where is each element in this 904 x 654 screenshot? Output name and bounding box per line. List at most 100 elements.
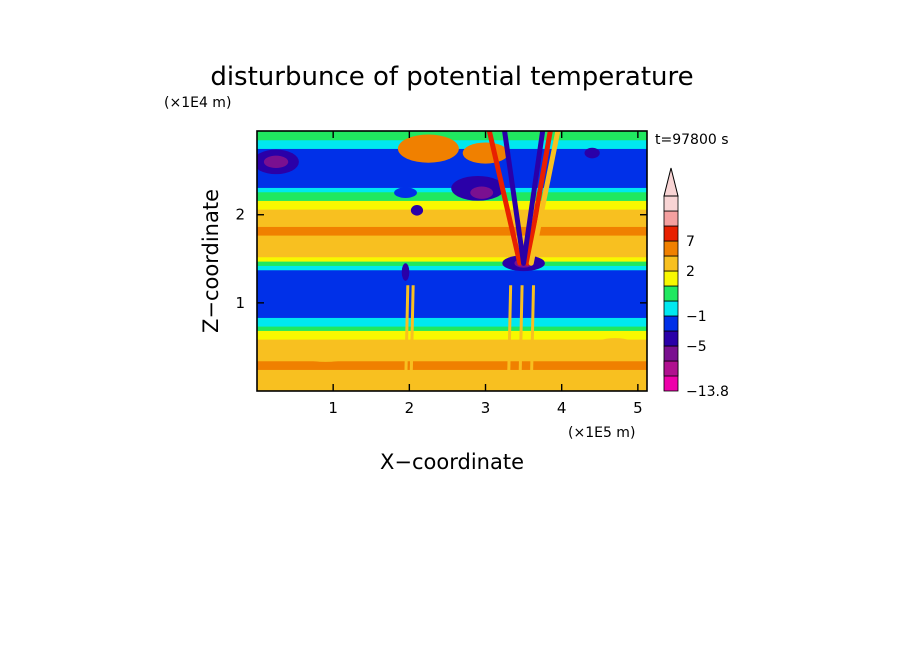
field-band	[257, 252, 647, 258]
field-band	[257, 170, 647, 175]
colorbar-segment	[663, 315, 679, 332]
colorbar-segment	[663, 225, 679, 242]
field-band	[257, 135, 647, 141]
surface-streak	[404, 285, 410, 391]
surface-streak	[506, 285, 513, 391]
y-tick-label: 2	[235, 206, 245, 224]
field-anomaly	[462, 142, 509, 164]
field-band	[257, 382, 647, 388]
field-band	[257, 235, 647, 240]
plot-frame	[256, 130, 648, 392]
field-anomaly	[321, 159, 360, 174]
field-band	[257, 256, 647, 262]
field-band	[257, 291, 647, 297]
x-tick-label: 3	[481, 399, 491, 417]
heatmap-field	[257, 131, 647, 391]
field-anomaly	[394, 187, 417, 198]
field-band	[257, 196, 647, 201]
field-band	[257, 308, 647, 314]
field-band	[257, 161, 647, 167]
colorbar-segment	[663, 210, 679, 227]
field-band	[257, 373, 647, 379]
colorbar-segment	[663, 285, 679, 302]
x-tick-label: 5	[633, 399, 643, 417]
surface-streak	[518, 285, 524, 391]
colorbar-segment	[663, 270, 679, 287]
field-band	[257, 339, 647, 344]
field-band	[257, 213, 647, 219]
field-anomaly	[263, 155, 289, 169]
surface-streak	[529, 285, 536, 391]
wave-beam	[521, 131, 546, 266]
field-band	[257, 239, 647, 245]
field-band	[257, 287, 647, 292]
field-band	[257, 326, 647, 331]
wave-beam	[486, 131, 523, 266]
field-band	[257, 295, 647, 301]
colorbar-segment	[663, 240, 679, 257]
chart-title: disturbunce of potential temperature	[210, 62, 693, 92]
field-band	[257, 365, 647, 370]
x-axis-title: X−coordinate	[380, 450, 524, 474]
field-band	[257, 304, 647, 310]
colorbar: 7 2 −1 −5 −13.8	[663, 167, 729, 400]
field-band	[257, 209, 647, 214]
field-band	[257, 269, 647, 275]
wave-beam	[528, 131, 561, 266]
field-band	[257, 261, 647, 266]
field-band	[257, 274, 647, 279]
colorbar-label: −1	[686, 309, 707, 325]
time-label: t=97800 s	[655, 132, 729, 148]
field-band	[257, 178, 647, 184]
field-band	[257, 226, 647, 232]
y-tick-label: 1	[235, 294, 245, 312]
y-unit-label: (×1E4 m)	[164, 95, 231, 111]
wave-beam	[524, 131, 553, 266]
plot-area	[256, 130, 648, 392]
colorbar-upper-arrow	[663, 167, 679, 197]
field-anomaly	[420, 342, 475, 361]
field-band	[257, 131, 647, 136]
field-band	[257, 191, 647, 197]
x-tick-label: 2	[405, 399, 415, 417]
field-anomaly	[410, 205, 424, 216]
field-band	[257, 317, 647, 323]
field-band	[257, 200, 647, 206]
colorbar-label: −13.8	[686, 384, 729, 400]
colorbar-segment	[663, 345, 679, 362]
field-band	[257, 278, 647, 284]
x-tick-label: 1	[328, 399, 338, 417]
field-band	[257, 321, 647, 327]
wave-beam	[502, 131, 527, 266]
y-axis-title: Z−coordinate	[199, 189, 223, 333]
field-anomaly	[295, 340, 357, 362]
x-tick-label: 4	[557, 399, 567, 417]
x-unit-label: (×1E5 m)	[568, 425, 635, 441]
field-band	[257, 330, 647, 336]
field-band	[257, 165, 647, 171]
y-axis-ticks: 12	[235, 206, 647, 312]
field-band	[257, 369, 647, 375]
field-band	[257, 217, 647, 223]
field-band	[257, 334, 647, 340]
field-band	[257, 248, 647, 253]
colorbar-segment	[663, 255, 679, 272]
field-anomaly	[470, 186, 494, 199]
colorbar-label: −5	[686, 339, 707, 355]
field-band	[257, 174, 647, 180]
field-band	[257, 378, 647, 383]
field-anomaly	[584, 147, 600, 159]
field-anomaly	[401, 263, 410, 281]
field-band	[257, 230, 647, 236]
colorbar-segment	[663, 330, 679, 347]
field-band	[257, 300, 647, 305]
field-band	[257, 360, 647, 366]
field-band	[257, 386, 647, 391]
colorbar-segment	[663, 300, 679, 317]
field-band	[257, 157, 647, 162]
field-band	[257, 222, 647, 227]
colorbar-segment	[663, 360, 679, 377]
field-anomaly	[592, 338, 638, 356]
field-band	[257, 313, 647, 318]
